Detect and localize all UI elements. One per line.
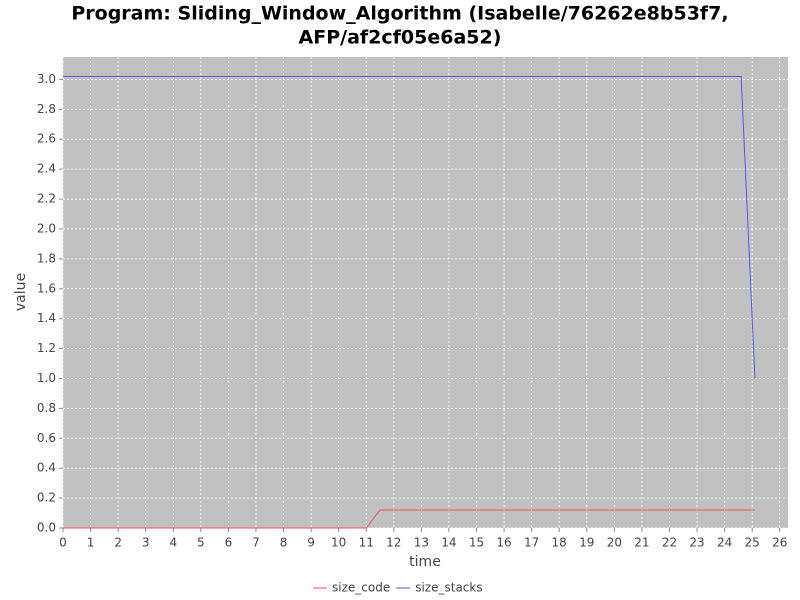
x-tick-label: 24 — [717, 536, 732, 550]
y-tick-label: 1.2 — [37, 341, 56, 355]
x-tick-label: 23 — [689, 536, 704, 550]
y-tick-label: 0.6 — [37, 431, 56, 445]
y-tick-label: 0.8 — [37, 401, 56, 415]
x-tick-label: 12 — [386, 536, 401, 550]
x-tick-label: 5 — [197, 536, 205, 550]
x-tick-label: 19 — [579, 536, 594, 550]
x-tick-label: 10 — [331, 536, 346, 550]
y-tick-label: 2.0 — [37, 221, 56, 235]
chart-title: AFP/af2cf05e6a52) — [299, 27, 502, 49]
y-tick-label: 2.4 — [37, 162, 56, 176]
x-tick-label: 1 — [87, 536, 95, 550]
series-line — [63, 509, 755, 529]
x-tick-label: 0 — [59, 536, 67, 550]
legend-label: size_code — [332, 581, 390, 595]
y-tick-label: 0.2 — [37, 491, 56, 505]
y-tick-label: 2.2 — [37, 192, 56, 206]
x-tick-label: 9 — [307, 536, 315, 550]
x-tick-label: 8 — [280, 536, 288, 550]
y-tick-label: 0.4 — [37, 461, 56, 475]
y-tick-label: 1.4 — [37, 311, 56, 325]
x-tick-label: 26 — [772, 536, 787, 550]
y-tick-label: 1.8 — [37, 251, 56, 265]
y-tick-label: 1.0 — [37, 371, 56, 385]
x-tick-label: 21 — [634, 536, 649, 550]
x-tick-label: 16 — [496, 536, 511, 550]
x-tick-label: 6 — [225, 536, 233, 550]
x-axis-label: time — [409, 554, 441, 570]
chart-title: Program: Sliding_Window_Algorithm (Isabe… — [71, 3, 728, 25]
y-tick-label: 1.6 — [37, 281, 56, 295]
x-tick-label: 14 — [441, 536, 456, 550]
y-tick-label: 2.8 — [37, 102, 56, 116]
x-tick-label: 18 — [552, 536, 567, 550]
y-tick-label: 3.0 — [37, 72, 56, 86]
y-tick-label: 0.0 — [37, 521, 56, 535]
x-tick-label: 13 — [414, 536, 429, 550]
y-tick-label: 2.6 — [37, 132, 56, 146]
x-tick-label: 17 — [524, 536, 539, 550]
x-tick-label: 7 — [252, 536, 260, 550]
plot-area — [63, 57, 788, 528]
x-tick-label: 11 — [359, 536, 374, 550]
x-tick-label: 15 — [469, 536, 484, 550]
x-tick-label: 25 — [745, 536, 760, 550]
x-tick-label: 2 — [114, 536, 122, 550]
y-axis-label: value — [13, 273, 29, 311]
series-line — [63, 75, 756, 379]
x-tick-label: 3 — [142, 536, 150, 550]
x-tick-label: 22 — [662, 536, 677, 550]
x-tick-label: 4 — [169, 536, 177, 550]
x-tick-label: 20 — [607, 536, 622, 550]
legend-label: size_stacks — [415, 581, 482, 595]
